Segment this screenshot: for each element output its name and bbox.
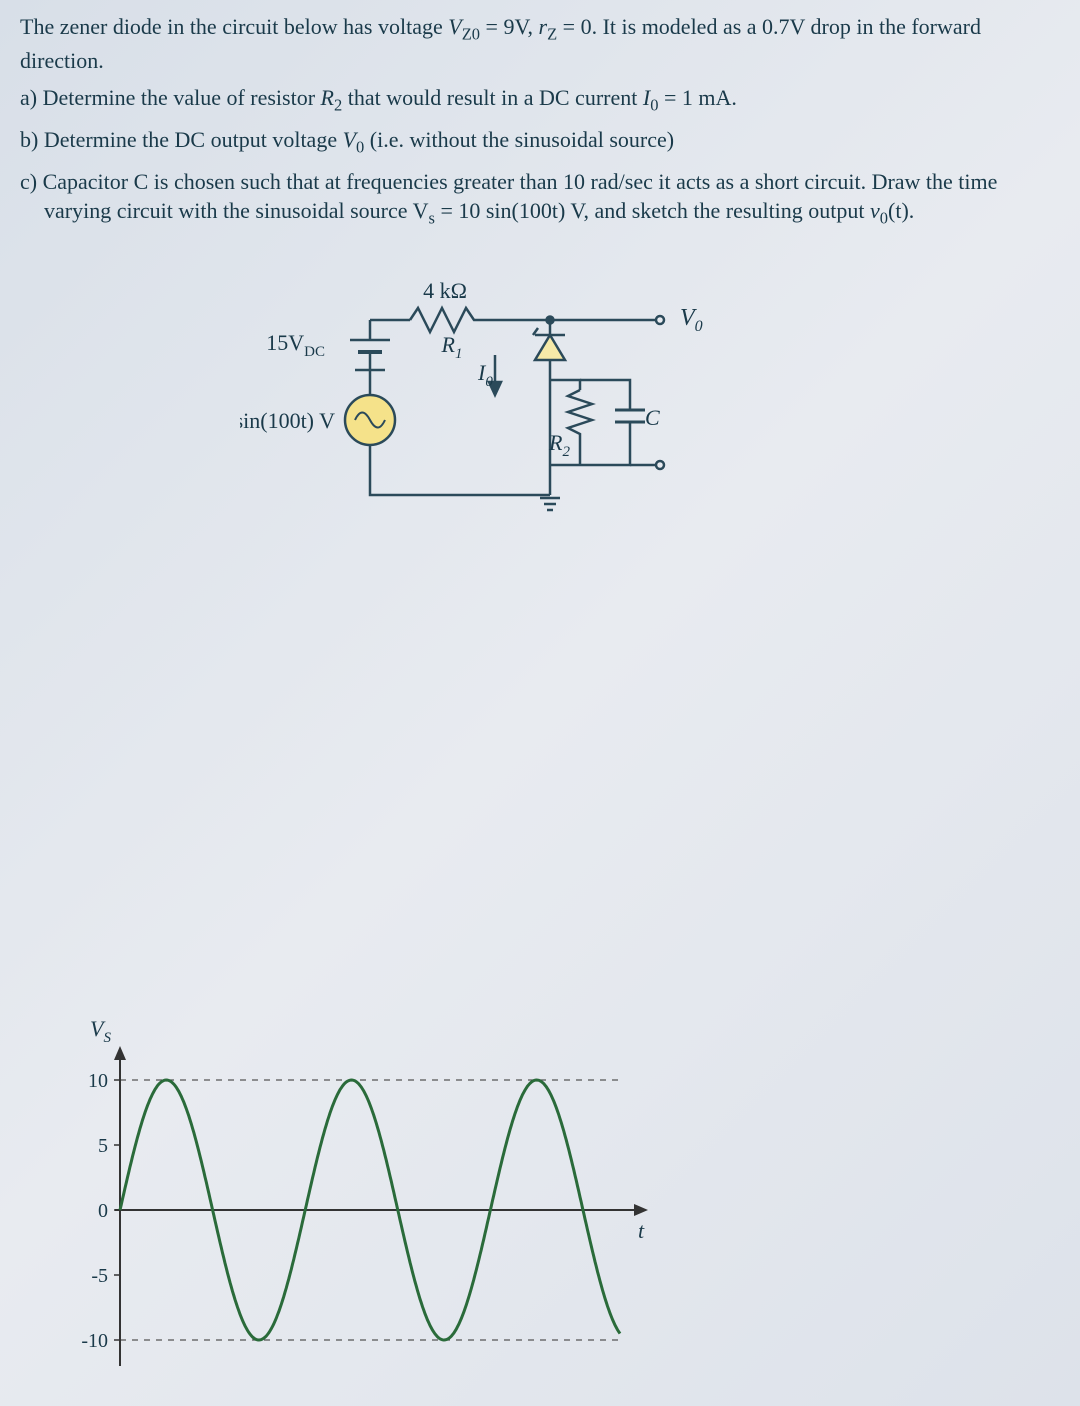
circuit-diagram: 4 kΩ R1 R2 C 15VDC 10 sin(100t) V I0 V0 <box>240 280 720 540</box>
problem-intro: The zener diode in the circuit below has… <box>20 12 1060 75</box>
c-label: C <box>645 405 660 430</box>
i0-label: I0 <box>477 360 493 390</box>
svg-text:VS: VS <box>90 1020 111 1046</box>
part-a: a) Determine the value of resistor R2 th… <box>20 83 1060 117</box>
r1-label: R1 <box>441 332 463 362</box>
svg-text:-10: -10 <box>81 1330 108 1352</box>
r1-value: 4 kΩ <box>423 280 467 303</box>
svg-text:0: 0 <box>98 1200 108 1222</box>
vs-chart: -10 -5 0 5 10 VS t <box>50 1020 670 1370</box>
svg-text:10: 10 <box>88 1070 108 1092</box>
part-b: b) Determine the DC output voltage V0 (i… <box>20 125 1060 159</box>
vo-label: V0 <box>680 305 703 335</box>
vdc-label: 15VDC <box>266 330 325 360</box>
svg-text:5: 5 <box>98 1135 108 1157</box>
r2-label: R2 <box>548 430 570 460</box>
part-c: c) Capacitor C is chosen such that at fr… <box>20 167 1060 230</box>
svg-text:t: t <box>638 1218 645 1243</box>
svg-text:-5: -5 <box>91 1265 108 1287</box>
vac-label: 10 sin(100t) V <box>240 408 335 433</box>
vz0-value: 9V <box>503 14 527 39</box>
